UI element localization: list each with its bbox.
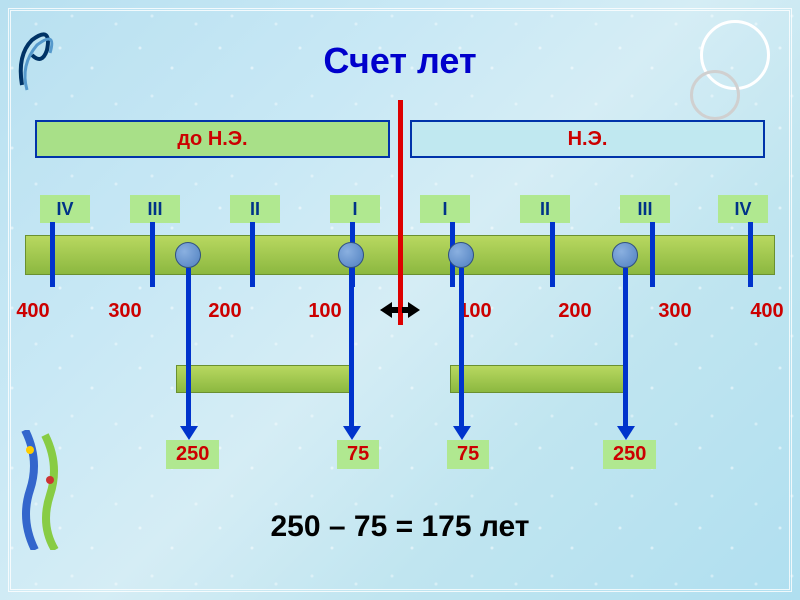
roman-label: IV xyxy=(718,195,768,223)
roman-label: II xyxy=(230,195,280,223)
year-label: 200 xyxy=(200,300,250,323)
era-box-bc: до Н.Э. xyxy=(35,120,390,158)
value-box: 75 xyxy=(337,440,379,469)
value-box: 250 xyxy=(166,440,219,469)
drop-line xyxy=(623,268,628,428)
timeline-tick xyxy=(650,222,655,287)
timeline-dot xyxy=(175,242,201,268)
bracket-bar xyxy=(450,365,626,393)
drop-line xyxy=(459,268,464,428)
equation-text: 250 – 75 = 175 лет xyxy=(0,510,800,544)
timeline-tick xyxy=(50,222,55,287)
timeline-dot xyxy=(448,242,474,268)
drop-arrow-icon xyxy=(180,426,198,440)
year-label: 300 xyxy=(650,300,700,323)
drop-arrow-icon xyxy=(343,426,361,440)
roman-label: III xyxy=(130,195,180,223)
roman-label: IV xyxy=(40,195,90,223)
drop-arrow-icon xyxy=(617,426,635,440)
year-label: 300 xyxy=(100,300,150,323)
year-label: 100 xyxy=(300,300,350,323)
roman-label: II xyxy=(520,195,570,223)
drop-line xyxy=(349,268,354,428)
value-box: 250 xyxy=(603,440,656,469)
year-label: 200 xyxy=(550,300,600,323)
timeline-tick xyxy=(250,222,255,287)
center-divider xyxy=(398,100,403,325)
drop-arrow-icon xyxy=(453,426,471,440)
year-label: 400 xyxy=(742,300,792,323)
page-title: Счет лет xyxy=(0,40,800,82)
roman-label: III xyxy=(620,195,670,223)
roman-label: I xyxy=(330,195,380,223)
timeline-tick xyxy=(748,222,753,287)
bracket-bar xyxy=(176,365,352,393)
year-label: 400 xyxy=(8,300,58,323)
timeline-dot xyxy=(612,242,638,268)
value-box: 75 xyxy=(447,440,489,469)
timeline-tick xyxy=(150,222,155,287)
timeline-tick xyxy=(550,222,555,287)
year-label: 100 xyxy=(450,300,500,323)
era-box-ad: Н.Э. xyxy=(410,120,765,158)
center-arrows-icon xyxy=(380,300,420,320)
roman-label: I xyxy=(420,195,470,223)
timeline-dot xyxy=(338,242,364,268)
drop-line xyxy=(186,268,191,428)
